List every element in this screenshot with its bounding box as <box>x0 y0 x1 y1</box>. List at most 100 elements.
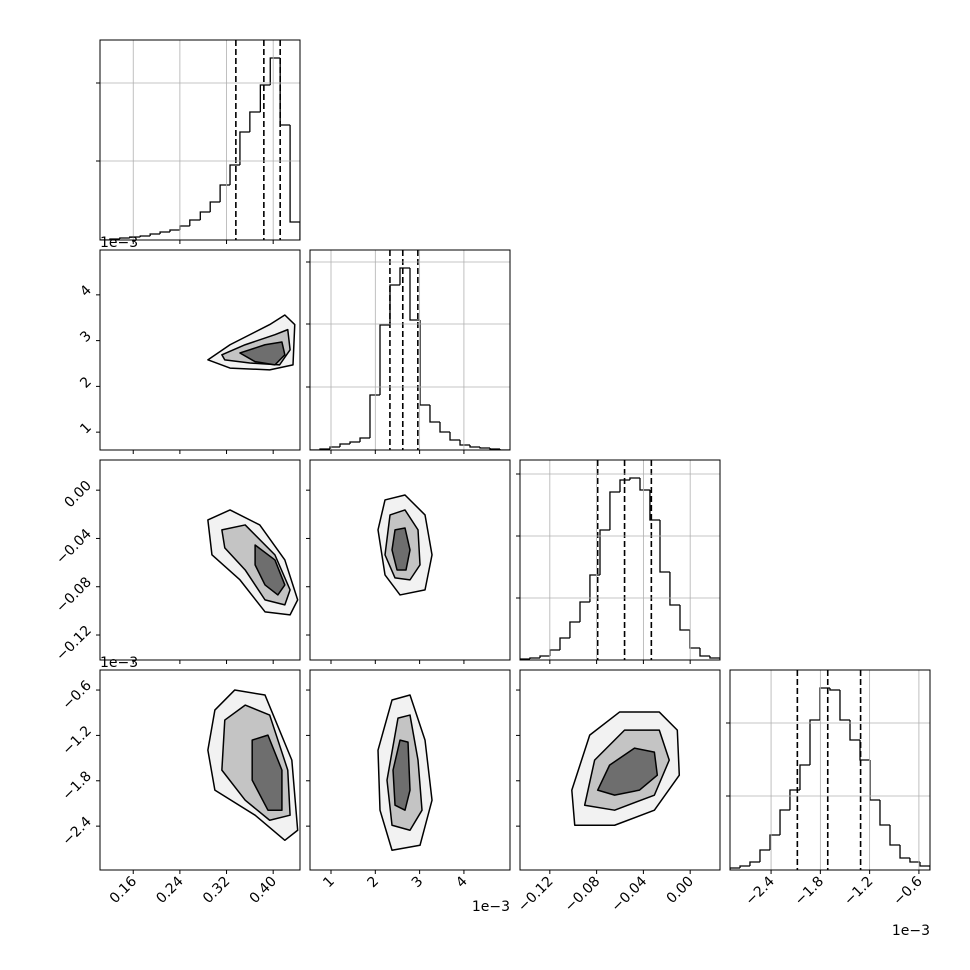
histogram-step <box>159 231 170 234</box>
panel <box>310 250 510 450</box>
x-offset-label: 1e−3 <box>472 899 510 915</box>
histogram-step <box>599 529 610 575</box>
x-tick-label: 0.32 <box>200 874 233 907</box>
histogram-step <box>730 867 741 870</box>
x-tick-label: −2.4 <box>743 873 778 908</box>
histogram-step <box>269 57 281 85</box>
panel-frame <box>729 669 931 871</box>
histogram-step <box>759 849 770 862</box>
histogram-step <box>379 324 391 395</box>
histogram-step <box>829 688 840 691</box>
histogram-step <box>149 233 161 236</box>
x-tick-label: −1.8 <box>792 874 827 909</box>
histogram-step <box>169 229 180 232</box>
histogram-step <box>639 478 650 491</box>
histogram-step <box>539 655 550 658</box>
histogram-step <box>139 235 151 237</box>
contour <box>251 734 283 811</box>
panel <box>571 711 681 826</box>
histogram-step <box>559 637 570 650</box>
x-tick-label: −0.04 <box>609 873 651 915</box>
histogram-step <box>229 164 240 185</box>
panel-frame <box>519 459 721 661</box>
panel-frame <box>99 669 301 871</box>
x-tick-label: −0.6 <box>890 873 925 908</box>
histogram-step <box>839 690 850 721</box>
histogram-step <box>489 448 500 450</box>
histogram-step <box>219 184 231 202</box>
y-tick-label: 0.00 <box>61 478 94 511</box>
histogram-step <box>569 621 580 638</box>
contour <box>239 341 286 366</box>
histogram-step <box>849 720 861 741</box>
x-tick-label: −1.2 <box>841 874 876 909</box>
histogram-step <box>329 446 340 449</box>
x-tick-label: 4 <box>453 873 471 891</box>
histogram-step <box>699 648 710 657</box>
y-tick-label: 2 <box>77 374 95 392</box>
y-offset-label: 1e−3 <box>100 235 138 251</box>
panel-frame <box>309 249 511 451</box>
panel-frame <box>99 249 301 451</box>
y-tick-label: −1.2 <box>59 723 94 758</box>
histogram-step <box>709 656 720 660</box>
panel <box>207 689 299 842</box>
histogram-step <box>609 491 620 530</box>
histogram-step <box>679 605 690 631</box>
histogram-step <box>899 845 910 859</box>
x-tick-label: 1 <box>320 874 338 892</box>
x-tick-label: 0.16 <box>107 873 140 906</box>
panel-frame <box>519 669 721 871</box>
histogram-step <box>869 760 880 801</box>
x-tick-label: 0.24 <box>153 873 186 906</box>
panel <box>377 694 433 852</box>
histogram-step <box>459 440 470 446</box>
y-tick-label: 4 <box>77 282 95 300</box>
histogram-step <box>249 111 261 132</box>
panel-frame <box>309 459 511 661</box>
panel-frame <box>99 459 301 661</box>
contour <box>392 739 411 811</box>
y-tick-label: −0.12 <box>53 623 95 665</box>
histogram-step <box>359 437 370 442</box>
histogram-step <box>579 601 590 622</box>
histogram-step <box>919 862 930 870</box>
y-tick-label: 1 <box>77 420 95 438</box>
panel <box>730 670 930 870</box>
histogram-step <box>499 449 510 450</box>
histogram-step <box>349 441 361 444</box>
panel-frame <box>309 669 511 871</box>
histogram-step <box>619 479 630 492</box>
x-tick-label: 0.00 <box>664 874 697 907</box>
histogram-step <box>629 477 640 480</box>
histogram-step <box>119 237 130 239</box>
x-tick-label: −0.08 <box>562 874 604 916</box>
panel <box>377 494 433 596</box>
histogram-step <box>279 58 291 126</box>
histogram-step <box>659 520 670 573</box>
x-tick-label: 2 <box>365 874 383 892</box>
histogram-step <box>689 630 700 649</box>
y-tick-label: −0.04 <box>53 526 95 568</box>
y-tick-label: −0.6 <box>59 677 94 712</box>
panel <box>520 460 720 660</box>
histogram-step <box>889 825 901 846</box>
histogram-step <box>789 789 800 810</box>
histogram-step <box>419 320 430 406</box>
histogram-step <box>399 267 410 285</box>
histogram-step <box>879 800 890 826</box>
histogram-step <box>909 858 920 863</box>
histogram-step <box>649 490 660 521</box>
histogram-step <box>749 861 760 866</box>
contour <box>596 747 659 796</box>
histogram-step <box>449 432 461 441</box>
histogram-step <box>209 201 221 212</box>
histogram-step <box>429 405 440 423</box>
histogram-step <box>189 219 201 226</box>
histogram-step <box>469 445 481 448</box>
histogram-step <box>369 394 381 438</box>
histogram-step <box>289 125 300 240</box>
y-tick-label: −0.08 <box>53 574 95 616</box>
histogram-step <box>339 443 351 447</box>
